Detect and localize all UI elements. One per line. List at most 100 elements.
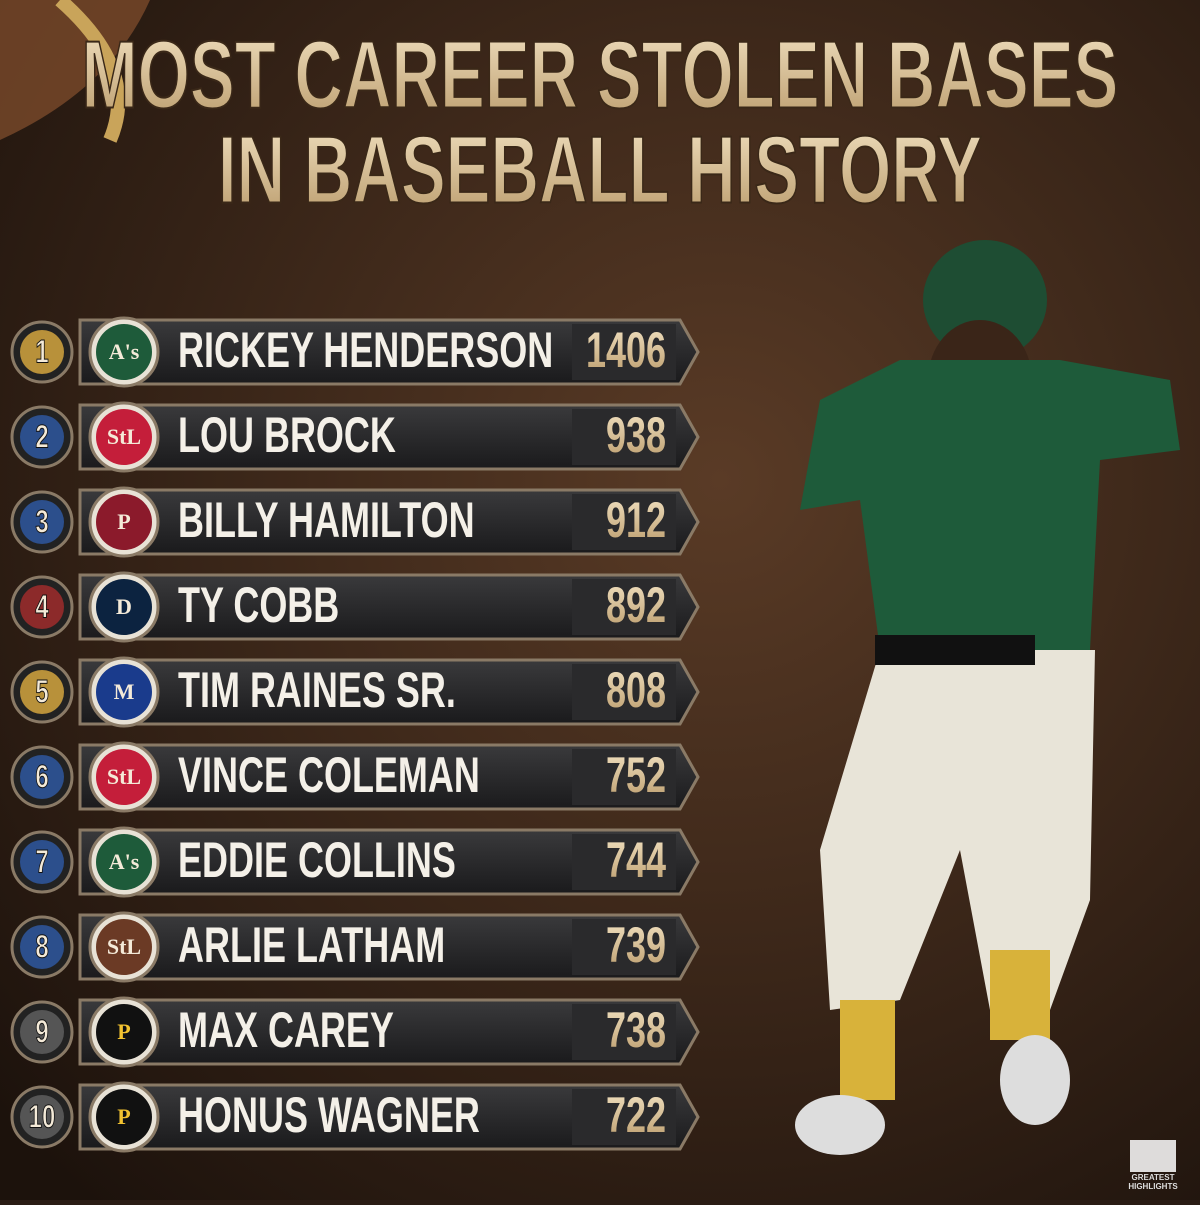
team-logo-inner xyxy=(96,409,152,465)
row-plate xyxy=(78,743,700,811)
rank: 3 xyxy=(35,503,48,539)
team-logo-text: M xyxy=(114,679,135,704)
rank: 1 xyxy=(35,333,48,369)
rank: 10 xyxy=(29,1098,56,1134)
rank: 5 xyxy=(35,673,48,709)
team-logo-inner xyxy=(96,324,152,380)
row-plate xyxy=(78,318,700,386)
value-box xyxy=(572,1004,676,1060)
row-plate xyxy=(78,403,700,471)
team-logo-text: A's xyxy=(109,849,140,874)
team-logo-text: StL xyxy=(107,764,141,789)
player-name: MAX CAREY xyxy=(178,1004,394,1059)
row: 5 M TIM RAINES SR. 808 xyxy=(10,656,700,728)
rank-badge-inner xyxy=(20,585,64,629)
team-logo-inner xyxy=(96,494,152,550)
row-plate xyxy=(78,573,700,641)
decor-ball xyxy=(0,0,150,140)
row-plate xyxy=(78,1083,700,1151)
team-logo-inner xyxy=(96,749,152,805)
value-box xyxy=(572,324,676,380)
row: 6 StL VINCE COLEMAN 752 xyxy=(10,741,700,813)
team-logo-text: StL xyxy=(107,424,141,449)
value-box xyxy=(572,834,676,890)
rank-badge-inner xyxy=(20,500,64,544)
title-line: MOST CAREER STOLEN BASES xyxy=(82,20,1119,128)
row: 10 P HONUS WAGNER 722 xyxy=(10,1081,700,1153)
row: 9 P MAX CAREY 738 xyxy=(10,996,700,1068)
player-photo xyxy=(795,240,1180,1155)
watermark-text: HIGHLIGHTS xyxy=(1128,1182,1178,1191)
team-logo-text: A's xyxy=(109,339,140,364)
team-logo-text: P xyxy=(117,1104,130,1129)
rank: 7 xyxy=(35,843,48,879)
player-name: TIM RAINES SR. xyxy=(178,664,456,719)
team-logo-text: P xyxy=(117,1019,130,1044)
team-logo-text: StL xyxy=(107,934,141,959)
row: 8 StL ARLIE LATHAM 739 xyxy=(10,911,700,983)
row: 3 P BILLY HAMILTON 912 xyxy=(10,486,700,558)
player-name: EDDIE COLLINS xyxy=(178,834,456,889)
row-plate xyxy=(78,913,700,981)
stolen-bases: 912 xyxy=(606,494,666,549)
value-box xyxy=(572,1089,676,1145)
player-name: RICKEY HENDERSON xyxy=(178,324,553,379)
value-box xyxy=(572,749,676,805)
stolen-bases: 752 xyxy=(606,749,666,804)
value-box xyxy=(572,494,676,550)
decor-ring xyxy=(55,0,126,143)
value-box xyxy=(572,579,676,635)
player-name: VINCE COLEMAN xyxy=(178,749,480,804)
row: 2 StL LOU BROCK 938 xyxy=(10,401,700,473)
rank-badge-inner xyxy=(20,330,64,374)
team-logo-inner xyxy=(96,664,152,720)
team-logo-inner xyxy=(96,919,152,975)
player-name: TY COBB xyxy=(178,579,339,634)
row-plate xyxy=(78,828,700,896)
team-logo-text: P xyxy=(117,509,130,534)
row-plate xyxy=(78,998,700,1066)
player-name: LOU BROCK xyxy=(178,409,396,464)
value-box xyxy=(572,664,676,720)
rank-badge-inner xyxy=(20,840,64,884)
team-logo-inner xyxy=(96,1089,152,1145)
player-name: HONUS WAGNER xyxy=(178,1089,480,1144)
team-logo-inner xyxy=(96,834,152,890)
rank-badge-inner xyxy=(20,925,64,969)
player-name: ARLIE LATHAM xyxy=(178,919,445,974)
stolen-bases: 738 xyxy=(606,1004,666,1059)
rank: 8 xyxy=(35,928,48,964)
rank-badge-inner xyxy=(20,1010,64,1054)
row: 1 A's RICKEY HENDERSON 1406 xyxy=(10,316,700,388)
rank: 4 xyxy=(35,588,49,624)
title-line: IN BASEBALL HISTORY xyxy=(218,115,982,223)
team-logo-inner xyxy=(96,1004,152,1060)
rank-badge-inner xyxy=(20,670,64,714)
row-plate xyxy=(78,488,700,556)
stolen-bases: 744 xyxy=(606,834,666,889)
stolen-bases: 1406 xyxy=(586,324,666,379)
player-name: BILLY HAMILTON xyxy=(178,494,475,549)
rank: 6 xyxy=(35,758,48,794)
row: 7 A's EDDIE COLLINS 744 xyxy=(10,826,700,898)
stolen-bases: 892 xyxy=(606,579,666,634)
rank: 2 xyxy=(35,418,48,454)
stolen-bases: 739 xyxy=(606,919,666,974)
rank: 9 xyxy=(35,1013,48,1049)
rank-badge-inner xyxy=(20,415,64,459)
watermark-text: GREATEST xyxy=(1132,1173,1175,1182)
row: 4 D TY COBB 892 xyxy=(10,571,700,643)
row-plate xyxy=(78,658,700,726)
stolen-bases: 808 xyxy=(606,664,666,719)
team-logo-text: D xyxy=(116,594,132,619)
stolen-bases: 938 xyxy=(606,409,666,464)
value-box xyxy=(572,409,676,465)
rank-badge-inner xyxy=(20,755,64,799)
team-logo-inner xyxy=(96,579,152,635)
value-box xyxy=(572,919,676,975)
stolen-bases: 722 xyxy=(606,1089,666,1144)
rank-badge-inner xyxy=(20,1095,64,1139)
